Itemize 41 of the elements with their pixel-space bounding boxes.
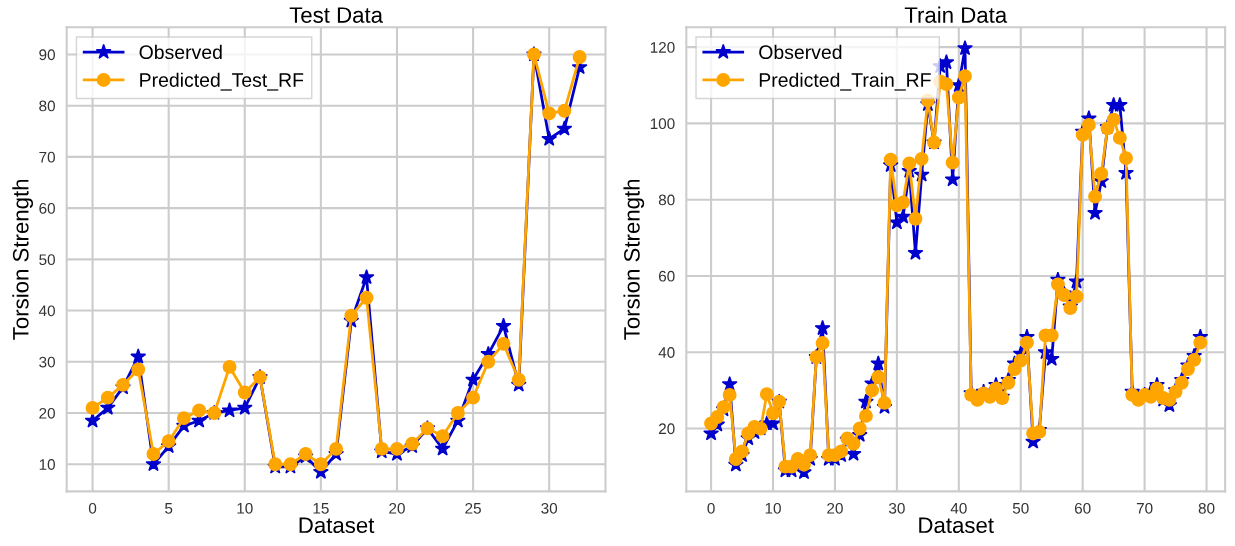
- x-axis-title: Dataset: [299, 517, 375, 534]
- x-tick-label: 0: [707, 502, 715, 514]
- x-tick-label: 30: [888, 502, 905, 514]
- x-tick-label: 30: [541, 502, 558, 514]
- y-tick-label: 80: [39, 100, 55, 112]
- y-tick-label: 20: [39, 407, 55, 419]
- x-tick-label: 50: [1012, 502, 1029, 514]
- x-tick-label: 10: [237, 502, 253, 514]
- y-tick-label: 70: [39, 151, 55, 163]
- y-tick-label: 10: [39, 459, 55, 470]
- chart-title: Train Data: [904, 6, 1008, 23]
- y-axis-title: Torsion Strength: [12, 179, 34, 340]
- x-tick-label: 20: [827, 502, 843, 514]
- y-tick-label: 20: [658, 423, 675, 435]
- y-tick-label: 120: [650, 42, 675, 53]
- x-tick-label: 60: [1074, 502, 1091, 514]
- x-tick-label: 20: [389, 502, 405, 514]
- x-tick-label: 40: [950, 502, 967, 514]
- legend-label: Predicted_Test_RF: [140, 72, 304, 91]
- x-tick-label: 5: [165, 503, 173, 514]
- chart-title: Test Data: [289, 7, 384, 23]
- y-tick-label: 30: [39, 356, 55, 368]
- x-tick-label: 70: [1136, 502, 1153, 514]
- x-tick-label: 80: [1198, 502, 1215, 514]
- y-tick-label: 40: [658, 347, 675, 358]
- y-tick-label: 60: [658, 270, 675, 282]
- x-axis-title: Dataset: [919, 517, 994, 534]
- y-tick-label: 90: [39, 49, 55, 61]
- x-tick-label: 10: [765, 502, 781, 514]
- x-tick-label: 15: [313, 503, 329, 514]
- x-tick-label: 25: [465, 502, 481, 514]
- legend-label: Observed: [759, 44, 842, 60]
- y-tick-label: 50: [39, 254, 55, 266]
- y-tick-label: 60: [39, 202, 55, 214]
- legend-label: Observed: [139, 44, 222, 60]
- y-tick-label: 80: [658, 194, 675, 206]
- y-tick-label: 100: [650, 118, 675, 130]
- x-tick-label: 0: [88, 502, 97, 514]
- y-axis-title: Torsion Strength: [623, 179, 645, 340]
- legend-label: Predicted_Train_RF: [759, 72, 931, 91]
- y-tick-label: 40: [38, 305, 55, 317]
